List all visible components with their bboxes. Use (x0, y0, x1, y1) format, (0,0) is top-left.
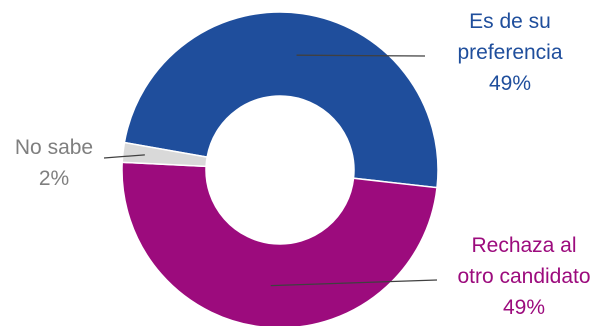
value-label: 49% (488, 72, 532, 95)
leader-line (296, 54, 426, 57)
slice-no-sabe (121, 141, 208, 168)
value-label: 49% (502, 296, 546, 319)
slice-rechaza-al-otro-candidato (121, 161, 438, 326)
label-line: preferencia (457, 41, 563, 64)
label-line: No sabe (14, 136, 94, 159)
leader-line (270, 279, 438, 287)
label-rechaza-al-otro-candidato: Rechaza al otro candidato 49% (436, 230, 612, 323)
label-line: otro candidato (457, 265, 591, 288)
label-line: Es de su (469, 10, 551, 33)
leader-line (103, 154, 145, 159)
label-no-sabe: No sabe 2% (4, 132, 104, 194)
label-line: Rechaza al (471, 234, 577, 257)
label-es-de-su-preferencia: Es de su preferencia 49% (425, 6, 595, 99)
value-label: 2% (38, 167, 70, 190)
